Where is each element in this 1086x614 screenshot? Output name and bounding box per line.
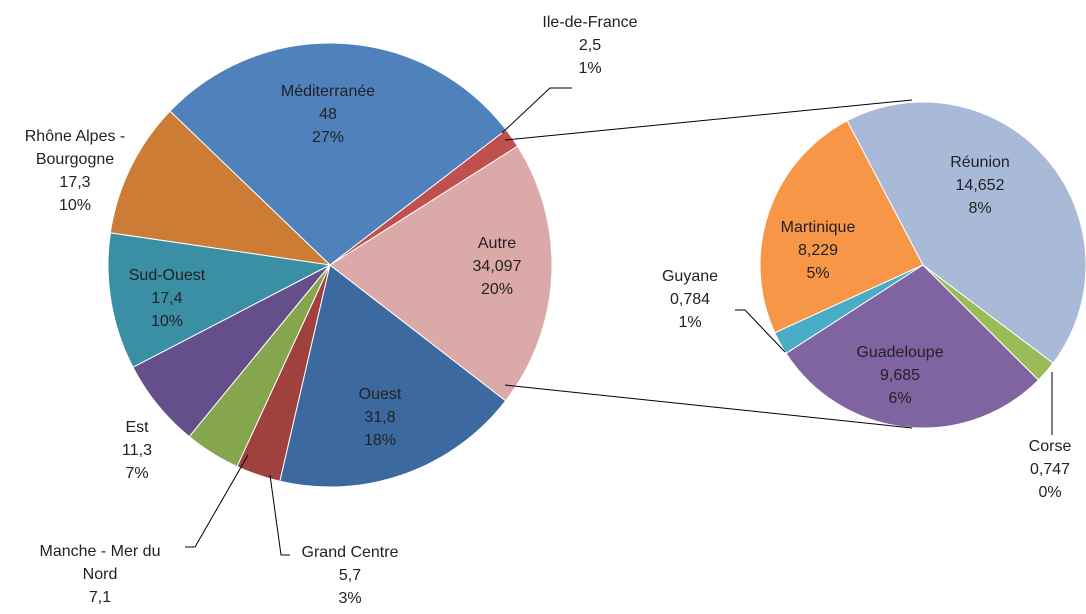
slice-label: Manche - Mer du Nord 7,1 4% [25,540,175,614]
slice-name: Est [125,419,149,436]
slice-percent: 8% [968,200,992,217]
slice-name: Guadeloupe [856,344,944,361]
connector-line [504,99,913,141]
slice-label: Martinique 8,229 5% [763,216,873,285]
slice-label: Grand Centre 5,7 3% [285,541,415,610]
slice-label: Ile-de-France 2,5 1% [520,11,660,80]
pie-slice [846,101,1086,364]
slice-value: 7,1 [88,589,112,606]
leader-line [269,474,290,556]
slice-percent: 20% [480,281,514,298]
slice-label: Méditerranée 48 27% [258,80,398,149]
slice-percent: 6% [888,390,912,407]
pie-slice [759,120,924,334]
slice-label: Corse 0,747 0% [1010,435,1086,504]
slice-percent: 10% [150,313,184,330]
slice-percent: 1% [578,60,602,77]
slice-value: 34,097 [472,258,522,275]
slice-value: 0,747 [1029,461,1071,478]
slice-label: Rhône Alpes - Bourgogne 17,3 10% [18,125,133,217]
pie-slice [279,264,507,488]
slice-name: Sud-Ouest [128,267,206,284]
slice-label: Ouest 31,8 18% [330,383,430,452]
slice-value: 2,5 [578,37,602,54]
slice-name: Martinique [780,219,856,236]
slice-name: Ile-de-France [542,14,638,31]
pie-slice [329,129,519,266]
slice-percent: 27% [311,129,345,146]
slice-name: Manche - Mer du Nord [39,543,161,583]
slice-percent: 1% [678,314,702,331]
slice-label: Est 11,3 7% [97,416,177,485]
slice-name: Autre [477,235,517,252]
slice-percent: 10% [58,197,92,214]
slice-name: Guyane [661,268,719,285]
slice-value: 17,3 [59,174,91,191]
slice-value: 5,7 [338,567,362,584]
slice-value: 14,652 [955,177,1005,194]
slice-value: 0,784 [669,291,711,308]
slice-percent: 4% [25,609,175,614]
slice-name: Grand Centre [301,544,399,561]
slice-name: Ouest [358,386,402,403]
pie-slice [169,42,507,266]
slice-value: 31,8 [364,409,396,426]
connector-line [504,384,913,429]
slice-label: Guyane 0,784 1% [645,265,735,334]
pie-slice [329,145,553,402]
slice-value: 48 [319,106,337,123]
slice-percent: 18% [363,432,397,449]
slice-label: Sud-Ouest 17,4 10% [112,264,222,333]
leader-line [735,309,786,353]
slice-name: Réunion [950,154,1010,171]
slice-label: Autre 34,097 20% [447,232,547,301]
slice-name: Corse [1028,438,1072,455]
slice-label: Réunion 14,652 8% [925,151,1035,220]
slice-label: Guadeloupe 9,685 6% [840,341,960,410]
slice-name: Rhône Alpes - Bourgogne [24,128,126,168]
pie-slice [107,232,332,368]
slice-value: 17,4 [151,290,183,307]
leader-line [185,454,249,548]
slice-percent: 7% [125,465,149,482]
slice-percent: 0% [1038,484,1062,501]
slice-percent: 3% [338,590,362,607]
slice-name: Méditerranée [280,83,376,100]
pie-slice [109,110,332,266]
leader-line [501,87,572,134]
slice-percent: 5% [806,265,830,282]
slice-value: 9,685 [879,367,921,384]
slice-value: 8,229 [797,242,839,259]
slice-value: 11,3 [122,442,152,459]
